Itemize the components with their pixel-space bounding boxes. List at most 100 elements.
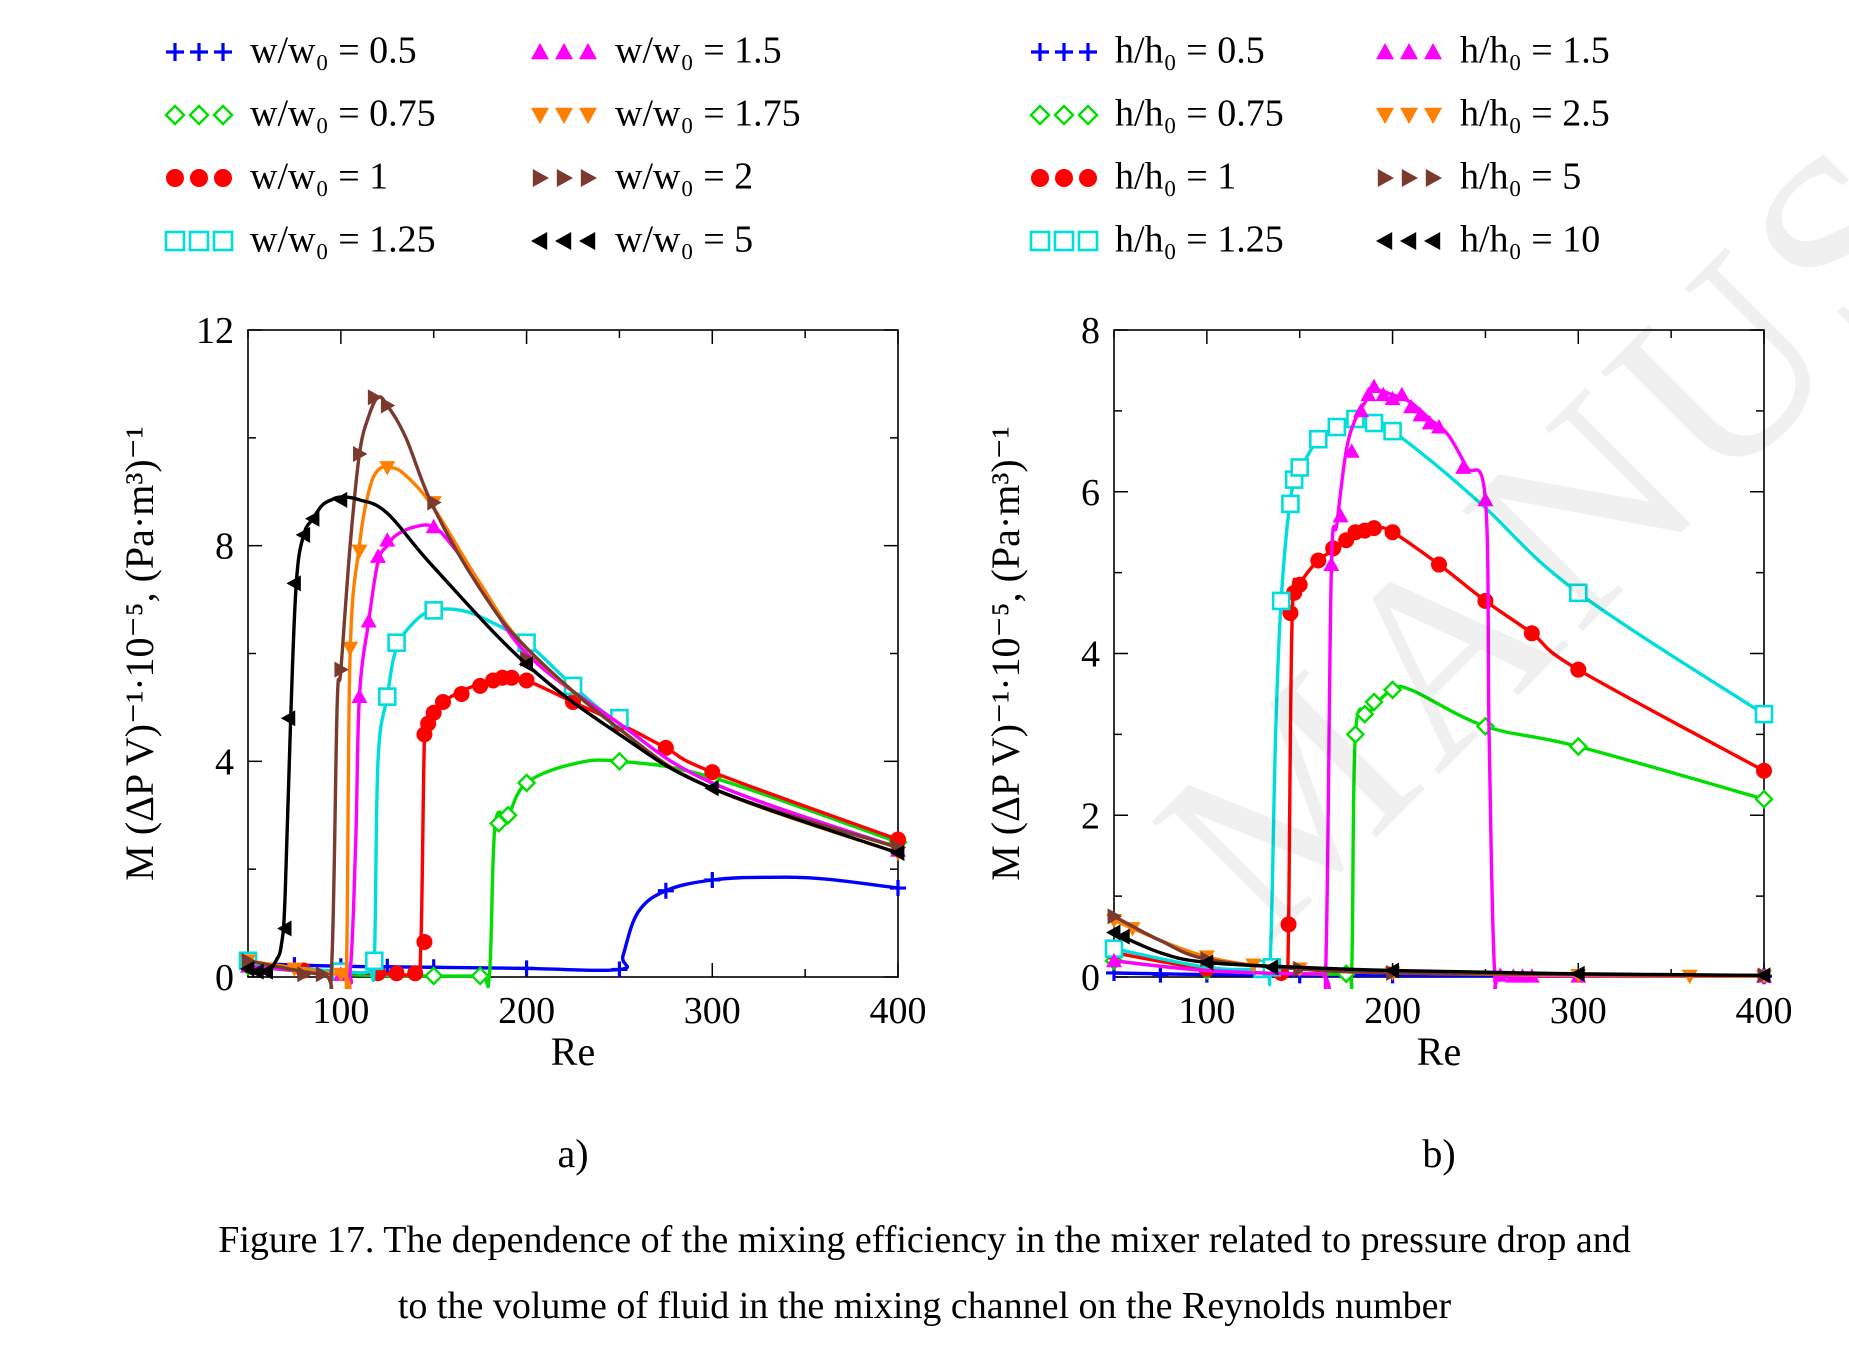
panel-a-data-point (360, 613, 377, 628)
panel-a-series-line (247, 875, 899, 973)
panel-a-data-point (704, 780, 719, 797)
panel-a-legend-label: w/w₀ = 1.5 (615, 30, 782, 72)
panel-b-data-point (1756, 967, 1771, 984)
panel-a-data-point (890, 844, 905, 861)
panel-b-data-point (1327, 417, 1347, 437)
panel-b-x-axis-label: Re (1417, 1029, 1461, 1074)
panel-a-legend: w/w₀ = 0.5 w/w₀ = 0.75 w/w₀ = 1 w/w₀ = 1.25… (164, 30, 801, 261)
panel-b-data-point (1366, 520, 1382, 537)
panel-b-x-tick-label: 300 (1550, 990, 1607, 1032)
panel-a-legend-marker (556, 169, 573, 187)
panel-b-legend-marker (1029, 104, 1051, 126)
panel-a-legend-marker (212, 230, 234, 252)
panel-a-data-point (367, 389, 383, 406)
panel-b-data-point (1364, 692, 1384, 712)
panel-a-data-point (387, 633, 406, 653)
panel-b-data-point (1754, 704, 1774, 724)
panel-b-y-tick-label: 6 (1081, 472, 1100, 514)
panel-b-legend-label: h/h₀ = 1.25 (1115, 219, 1284, 261)
panel-a-data-point (379, 532, 396, 547)
panel-b-data-point (1290, 458, 1310, 477)
panel-a-legend-marker (214, 43, 232, 61)
panel-a-data-point (435, 694, 451, 711)
panel-a-data-point (657, 882, 674, 899)
panel-b-data-point (1263, 959, 1279, 976)
panel-a-data-point (424, 601, 444, 620)
panel-b-data-point (1343, 443, 1360, 458)
panel-b-legend-marker (1053, 104, 1075, 126)
panel-a-data-point (240, 960, 255, 977)
panel-b-data-point (1568, 736, 1588, 757)
panel-a-data-point (518, 672, 535, 689)
panel-a-legend-marker (214, 169, 232, 187)
panel-b-y-tick-label: 4 (1081, 634, 1100, 676)
panel-a-x-tick-label: 400 (870, 990, 927, 1032)
panel-b-data-point (1291, 576, 1308, 593)
panel-b-data-point (1308, 429, 1328, 449)
panel-b-y-axis-label: M (ΔP V)⁻¹·10⁻⁵, (Pa·m³)⁻¹ (983, 426, 1028, 881)
panel-b-legend-item: h/h₀ = 5 (1377, 156, 1581, 198)
panel-b-legend-marker (1424, 43, 1442, 60)
panel-b-data-point (1384, 390, 1401, 406)
panel-a-x-axis-label: Re (551, 1029, 595, 1074)
panel-b-chart: h/h₀ = 0.5 h/h₀ = 0.75 h/h₀ = 1 h/h₀ = 1.25… (983, 30, 1793, 1176)
panel-b-data-point (1310, 552, 1327, 569)
panel-b-data-point (1403, 398, 1420, 414)
panel-a-series-line (247, 495, 899, 974)
panel-b-data-point (1393, 386, 1410, 402)
panel-a-legend-label: w/w₀ = 1 (250, 156, 388, 198)
panel-a-data-point (611, 961, 628, 978)
panel-b-legend-label: h/h₀ = 0.75 (1115, 93, 1284, 135)
panel-a-legend-marker (164, 230, 186, 252)
panel-b-data-point (1421, 415, 1438, 430)
panel-a-data-point (351, 688, 368, 704)
panel-a-legend-marker (166, 43, 184, 61)
panel-b-data-point (1366, 378, 1382, 394)
panel-a-legend-marker (555, 232, 572, 250)
panel-a-data-point (379, 461, 396, 476)
panel-a-data-point (425, 518, 442, 534)
panel-b-data-point (1360, 386, 1377, 402)
panel-a-legend-label: w/w₀ = 1.25 (250, 219, 436, 261)
panel-a-legend-label: w/w₀ = 0.5 (250, 30, 417, 72)
panel-a-legend-item: w/w₀ = 0.5 (166, 30, 417, 72)
panel-b-legend-marker (1425, 169, 1442, 187)
panel-b-legend-item: h/h₀ = 1.5 (1376, 30, 1610, 72)
panel-b-data-point (1332, 508, 1349, 523)
panel-b-legend-marker (1424, 232, 1441, 250)
panel-a-legend-item: w/w₀ = 1.25 (164, 219, 436, 261)
panel-a-legend-item: w/w₀ = 0.75 (164, 93, 436, 135)
panel-a-data-point (249, 963, 264, 980)
panel-b-legend-marker (1400, 107, 1418, 124)
panel-b-legend-item: h/h₀ = 10 (1376, 219, 1600, 261)
panel-a-legend-marker (531, 232, 548, 250)
panel-b-y-tick-label: 0 (1081, 957, 1100, 999)
panel-b-data-point (1382, 680, 1403, 700)
panel-b-x-tick-label: 200 (1364, 990, 1421, 1032)
panel-b-data-point (1353, 402, 1369, 418)
panel-a-data-point (241, 952, 256, 969)
panel-a-data-point (295, 526, 311, 543)
panel-b-legend-label: h/h₀ = 2.5 (1460, 93, 1610, 135)
panel-a-series-group (238, 389, 908, 989)
panel-b-data-point (1115, 928, 1130, 945)
panel-a-data-point (332, 967, 349, 983)
panel-a-legend-label: w/w₀ = 5 (615, 219, 753, 261)
panel-a-data-point (453, 685, 470, 702)
panel-a-data-point (353, 446, 368, 463)
panel-b-legend-marker (1029, 230, 1051, 252)
panel-b-data-point (1570, 965, 1585, 982)
panel-a-legend-marker (579, 107, 597, 124)
panel-b-legend-marker (1079, 43, 1097, 61)
panel-a-data-point (370, 548, 386, 563)
panel-b-panel-label: b) (1422, 1131, 1455, 1176)
panel-a-series-line (247, 395, 899, 989)
panel-b-x-tick-label: 400 (1736, 990, 1793, 1032)
panel-b-legend-marker (1055, 43, 1073, 61)
panel-b-legend-marker (1053, 230, 1075, 252)
panel-b-legend-item: h/h₀ = 0.75 (1029, 93, 1284, 135)
panel-b-legend-label: h/h₀ = 0.5 (1115, 30, 1265, 72)
panel-b-data-point (1431, 556, 1447, 573)
panel-a-data-point (334, 661, 349, 678)
panel-a-y-tick-label: 0 (215, 957, 234, 999)
